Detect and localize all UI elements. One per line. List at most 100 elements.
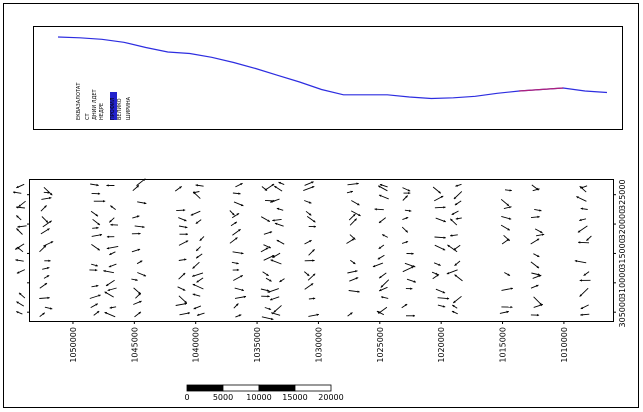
vector-arrow (106, 245, 119, 250)
vector-arrow (306, 216, 316, 223)
vector-arrow (579, 287, 589, 297)
vector-arrow (233, 303, 239, 309)
vector-arrow (229, 210, 235, 216)
vector-arrow (455, 217, 462, 220)
vector-arrow (16, 183, 25, 189)
vector-arrow (192, 191, 201, 199)
legend-label: ВЕЛИКО (117, 98, 123, 120)
vector-arrow (103, 269, 114, 274)
vector-arrow (377, 254, 385, 260)
vector-arrow (262, 271, 269, 277)
vector-arrow (195, 184, 204, 187)
vector-arrow (530, 284, 539, 289)
legend-label: ШИРИНА (126, 96, 132, 120)
vector-arrow (108, 217, 115, 223)
vector-arrow (134, 225, 145, 229)
vector-arrow (433, 262, 441, 266)
vector-arrow (39, 245, 47, 253)
vector-arrow (136, 260, 143, 265)
vector-arrow (346, 190, 354, 194)
vector-arrow (131, 278, 138, 282)
vector-arrow (91, 284, 99, 288)
vector-arrow (195, 246, 201, 252)
vector-arrow (451, 304, 458, 309)
x-axis-ticks: 1050000 1045000 1040000 1035000 1030000 10250… (69, 321, 569, 363)
vector-arrow (110, 205, 116, 210)
vector-arrow (15, 206, 25, 209)
vector-arrow (90, 210, 99, 217)
vector-arrow (583, 271, 590, 276)
vector-arrow (501, 238, 510, 245)
legend-entry: НЕДРЕ (99, 103, 105, 120)
x-tick-label: 1045000 (130, 327, 139, 363)
vector-arrow (273, 185, 283, 192)
vector-arrow (269, 296, 280, 301)
vector-arrow (232, 228, 241, 236)
y-tick-label: 325000 (618, 179, 627, 210)
vector-arrow (402, 216, 409, 221)
vector-arrow (378, 244, 385, 250)
vector-arrow (530, 238, 540, 245)
vector-arrow (260, 288, 270, 292)
vector-arrow (378, 272, 387, 279)
vector-arrow (378, 286, 388, 292)
vector-arrow (137, 201, 147, 205)
vector-arrow (347, 312, 353, 317)
scale-bar-segments (186, 384, 332, 392)
vector-arrow (304, 200, 312, 204)
vector-arrow (263, 244, 272, 249)
vector-arrow (580, 313, 590, 316)
vector-arrow (435, 288, 446, 294)
vector-arrow (91, 244, 101, 251)
vector-arrow (308, 297, 316, 300)
vector-arrow (110, 223, 119, 226)
vector-arrow (403, 191, 411, 195)
vector-arrow (235, 314, 242, 318)
vector-arrow (579, 185, 587, 193)
vector-arrow (196, 277, 204, 283)
vector-arrow (16, 246, 24, 253)
vector-arrow (175, 302, 187, 306)
vector-arrow (503, 206, 512, 210)
vector-arrow (381, 234, 389, 238)
vector-arrow (43, 191, 50, 194)
vector-arrow (16, 301, 25, 307)
vector-arrow (372, 262, 384, 268)
vector-arrow (530, 261, 540, 269)
vector-arrow (131, 248, 141, 253)
scale-segment (294, 384, 332, 392)
vector-arrow (230, 221, 238, 227)
vector-arrow (39, 312, 46, 317)
vector-arrow (453, 191, 463, 200)
vector-arrow (270, 259, 282, 265)
vector-arrow (179, 233, 188, 236)
vector-arrow (108, 263, 117, 268)
vector-arrow (109, 306, 117, 309)
vector-arrow (434, 244, 446, 251)
vector-arrow (304, 239, 312, 245)
vector-arrow (534, 228, 543, 234)
vector-arrow (16, 228, 23, 235)
vector-map-frame (29, 179, 614, 322)
vector-arrow (346, 238, 355, 244)
scale-segment (258, 384, 296, 392)
vector-arrow (349, 277, 359, 282)
vector-arrow (533, 303, 544, 308)
vector-arrow (133, 300, 142, 305)
vector-arrow (349, 218, 358, 226)
vector-arrow (178, 272, 186, 280)
vector-arrow (303, 185, 315, 192)
scale-bar-labels: 0 5000 10000 15000 20000 (184, 393, 343, 402)
vector-arrow (401, 241, 409, 244)
layout-page-frame (3, 3, 639, 408)
y-tick-label: 315000 (618, 238, 627, 269)
vector-arrow (16, 269, 25, 274)
vector-arrow (579, 218, 587, 222)
vector-arrow (15, 215, 22, 221)
vector-arrow (264, 183, 275, 191)
vector-arrow (16, 311, 23, 315)
legend-label: ДНИИ ЛДЕТ (92, 88, 98, 120)
vector-arrow (401, 226, 409, 233)
